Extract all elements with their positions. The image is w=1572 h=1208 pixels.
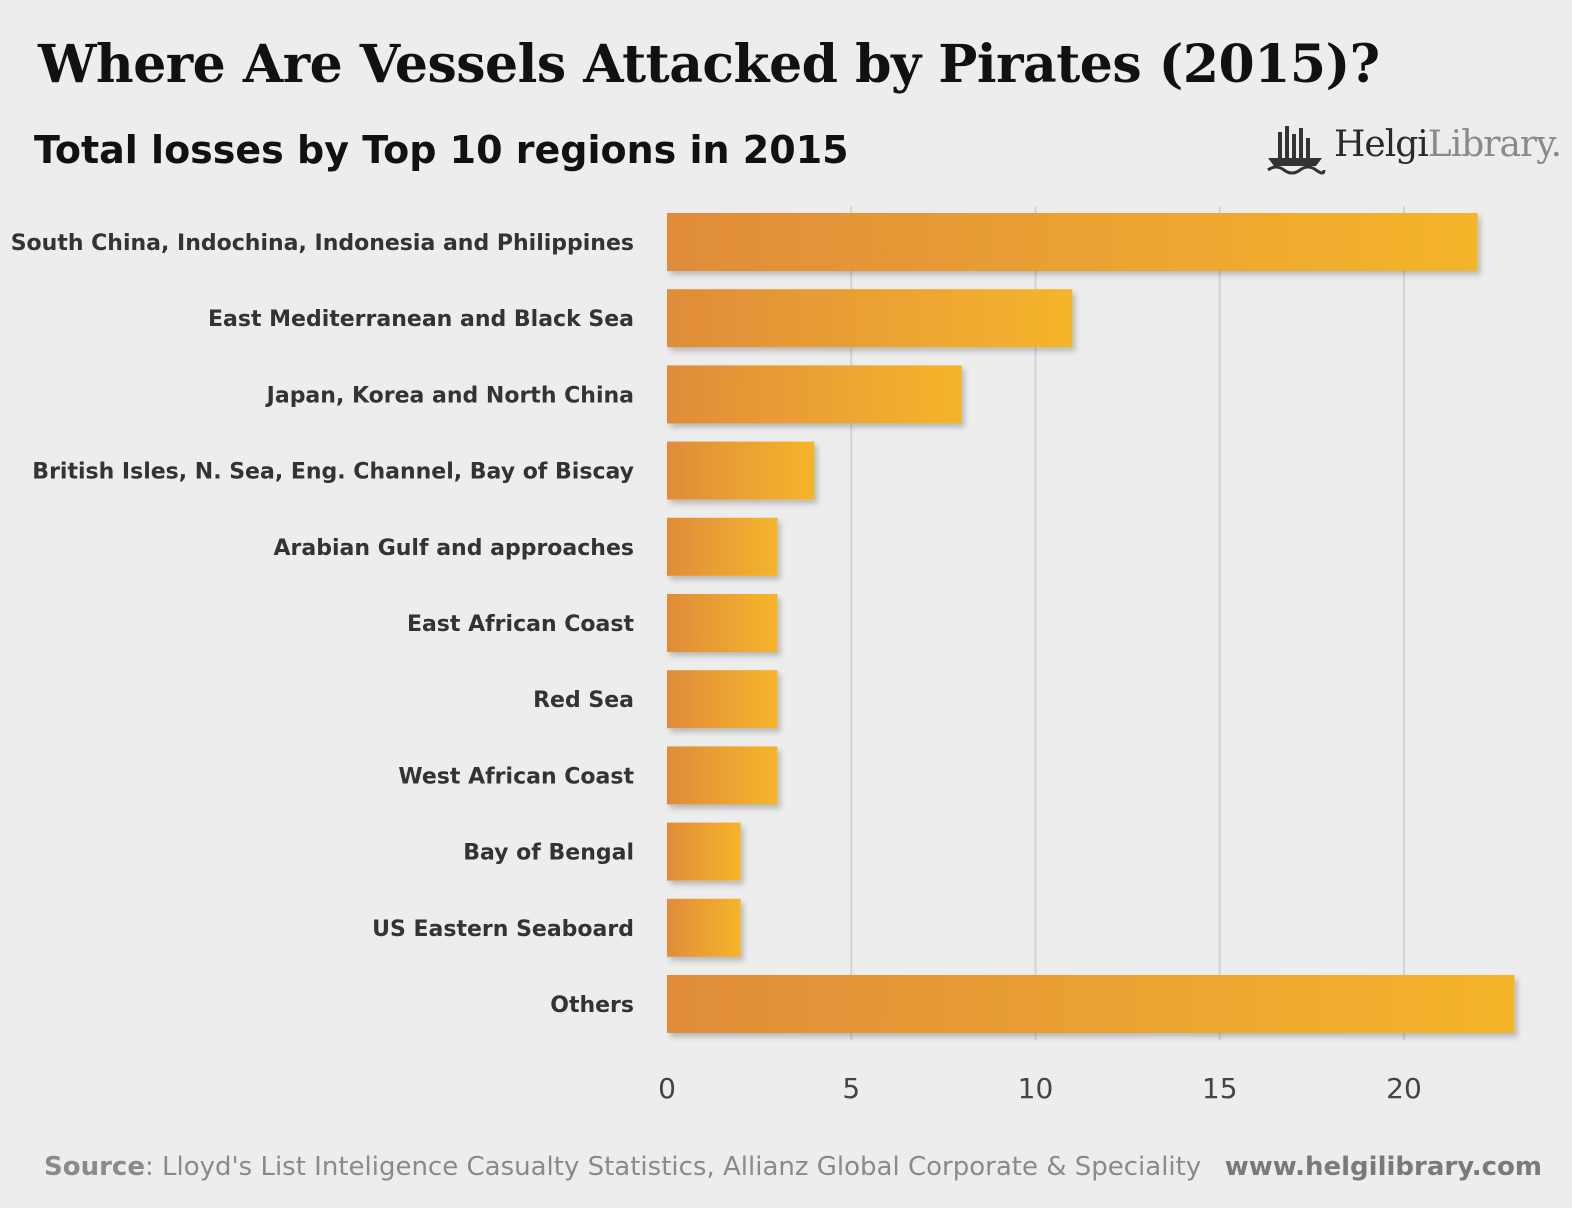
category-label-10: US Eastern Seaboard <box>372 917 634 942</box>
bar-10 <box>667 898 741 957</box>
category-label-1: South China, Indochina, Indonesia and Ph… <box>11 231 634 256</box>
bar-3 <box>667 365 962 424</box>
category-label-11: Others <box>550 993 634 1018</box>
bar-11 <box>667 975 1515 1033</box>
category-label-8: West African Coast <box>398 764 634 789</box>
category-label-9: Bay of Bengal <box>463 841 634 866</box>
x-axis-ticks: 0 5 10 15 20 <box>658 1072 1422 1105</box>
source-text: : Lloyd's List Inteligence Casualty Stat… <box>144 1152 1202 1182</box>
x-tick-label-0: 0 <box>658 1072 676 1105</box>
category-label-5: Arabian Gulf and approaches <box>274 536 634 561</box>
category-label-4: British Isles, N. Sea, Eng. Channel, Bay… <box>32 460 634 485</box>
x-tick-label-20: 20 <box>1386 1072 1422 1105</box>
x-tick-label-10: 10 <box>1018 1072 1054 1105</box>
category-label-3: Japan, Korea and North China <box>265 383 634 408</box>
helgi-library-logo: HelgiLibrary. <box>1264 118 1562 180</box>
logo-text-bold: Helgi <box>1334 124 1429 165</box>
website-link[interactable]: www.helgilibrary.com <box>1224 1152 1542 1182</box>
category-labels: South China, Indochina, Indonesia and Ph… <box>11 231 635 1018</box>
bar-1 <box>667 213 1478 271</box>
chart-title: Where Are Vessels Attacked by Pirates (2… <box>38 34 1380 95</box>
bar-8 <box>667 746 778 805</box>
category-label-2: East Mediterranean and Black Sea <box>208 307 634 332</box>
chart-subtitle: Total losses by Top 10 regions in 2015 <box>34 128 849 172</box>
bar-7 <box>667 670 778 729</box>
x-tick-label-15: 15 <box>1202 1072 1238 1105</box>
x-tick-label-5: 5 <box>842 1072 860 1105</box>
source-label: Source <box>44 1152 145 1182</box>
logo-text-light: Library. <box>1427 124 1562 165</box>
bar-4 <box>667 441 815 500</box>
source-note: Source: Lloyd's List Inteligence Casualt… <box>44 1152 1201 1182</box>
bar-6 <box>667 594 778 652</box>
category-label-7: Red Sea <box>533 688 634 713</box>
logo-text: HelgiLibrary. <box>1334 124 1562 165</box>
bar-5 <box>667 517 778 576</box>
category-label-6: East African Coast <box>407 612 635 637</box>
bar-9 <box>667 822 741 881</box>
bar-chart: South China, Indochina, Indonesia and Ph… <box>11 206 1515 1105</box>
logo-icon <box>1267 126 1326 175</box>
bars <box>667 213 1515 1033</box>
bar-2 <box>667 289 1073 348</box>
